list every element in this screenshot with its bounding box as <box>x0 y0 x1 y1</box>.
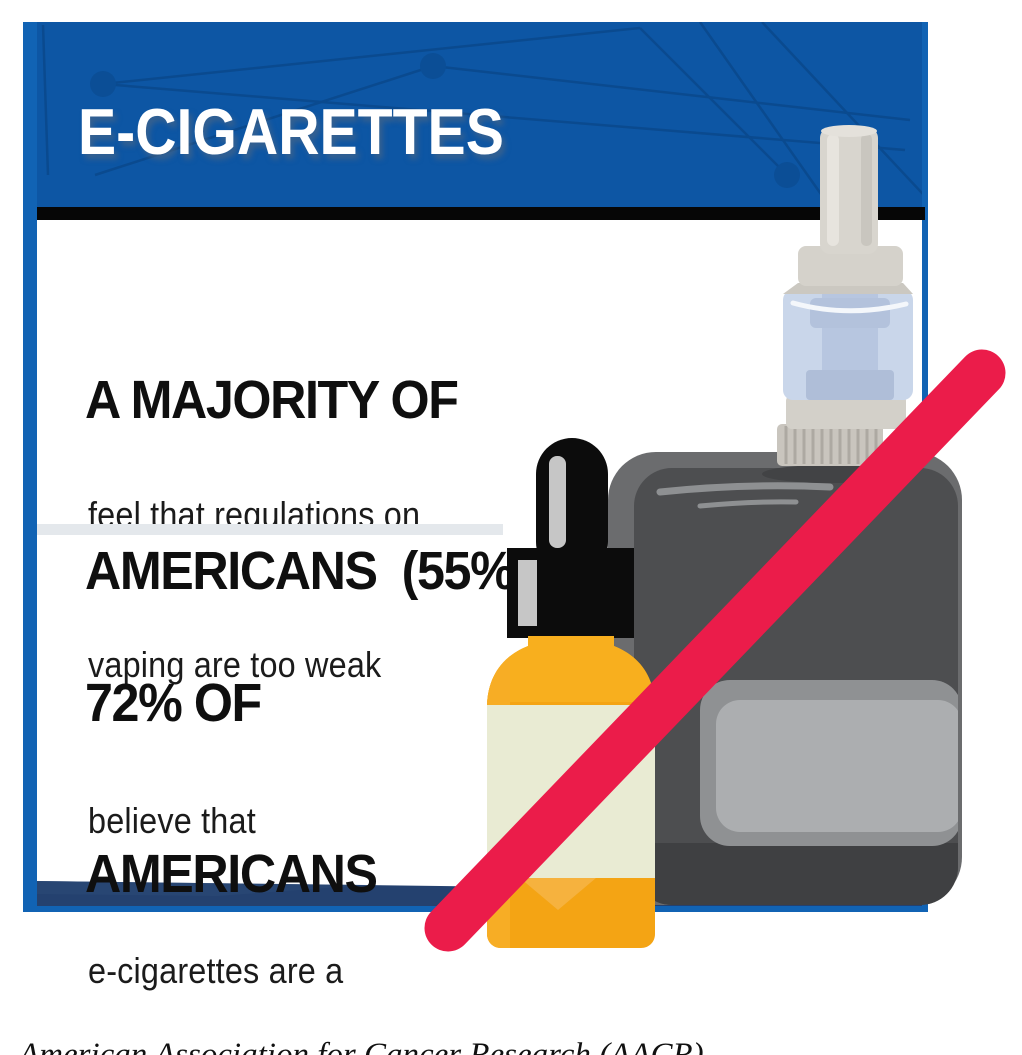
network-pattern-decoration <box>41 22 922 207</box>
stat2-body-line1: believe that <box>88 800 256 841</box>
stat1-body-line2: vaping are too weak <box>88 644 382 685</box>
stat2-body: believe that e-cigarettes are a health h… <box>88 696 343 1055</box>
header-banner: E-CIGARETTES <box>37 22 922 207</box>
stat2-heading-line1: 72% OF <box>85 673 262 733</box>
source-attribution: American Association for Cancer Research… <box>19 955 704 1055</box>
stat2-body-line2: e-cigarettes are a <box>88 950 344 991</box>
black-divider-bar <box>37 207 925 220</box>
stat1-heading: A MAJORITY OF AMERICANS (55%) <box>85 258 530 714</box>
section-divider <box>37 524 503 535</box>
source-line1: American Association for Cancer Research… <box>19 1037 704 1055</box>
stat2-heading-line2: AMERICANS <box>85 844 378 904</box>
stat1-heading-line2: AMERICANS (55%) <box>85 541 530 601</box>
stat2-heading: 72% OF AMERICANS <box>85 561 378 1017</box>
page-title: E-CIGARETTES <box>78 95 504 168</box>
